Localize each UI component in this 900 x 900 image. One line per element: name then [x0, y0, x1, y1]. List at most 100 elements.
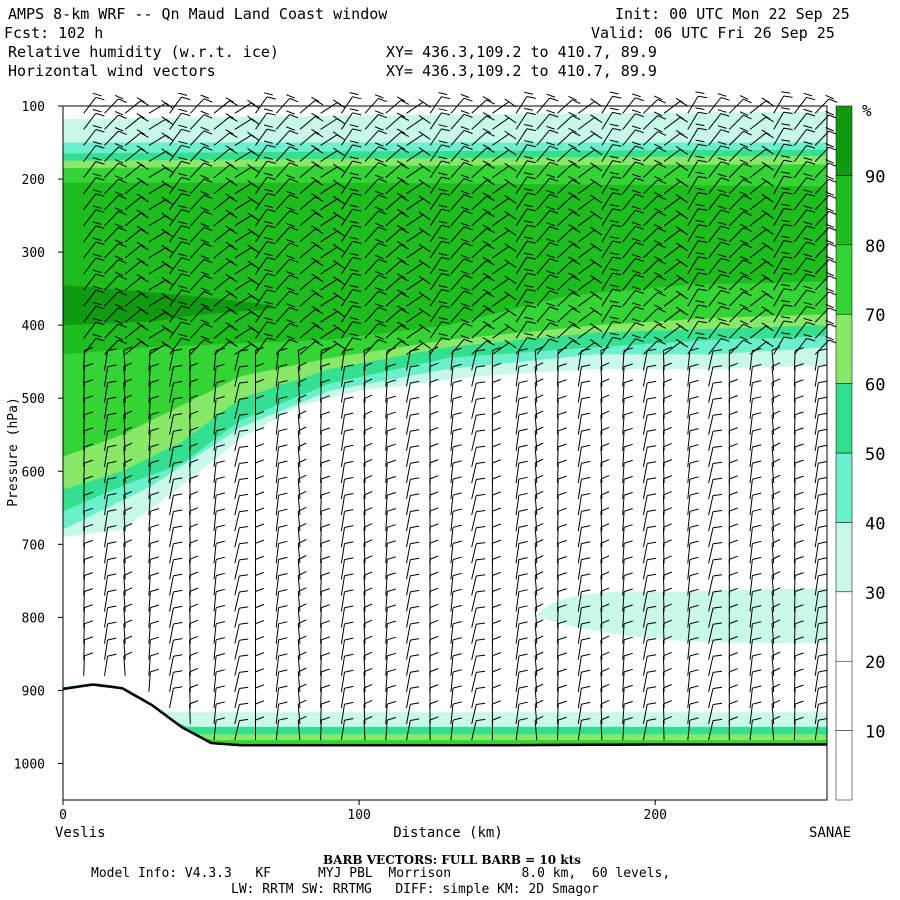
- wind-barb: [364, 158, 387, 178]
- wind-barb: [406, 179, 431, 195]
- wind-barb: [708, 461, 723, 484]
- wind-barb: [557, 127, 581, 146]
- wind-barb: [363, 635, 373, 660]
- wind-barb: [687, 171, 708, 194]
- wind-barb: [793, 379, 804, 403]
- wind-barb: [124, 209, 149, 227]
- wind-barb: [213, 412, 225, 435]
- wind-barb: [577, 348, 591, 371]
- wind-barb: [189, 667, 199, 692]
- wind-barb: [601, 188, 622, 210]
- wind-barb: [320, 443, 330, 467]
- wind-barb: [793, 459, 804, 484]
- wind-barb: [213, 540, 225, 564]
- wind-barb: [622, 588, 633, 612]
- wind-barb: [557, 320, 581, 339]
- colorbar-tick-label: 40: [865, 514, 885, 534]
- wind-barb: [450, 238, 473, 259]
- wind-barb: [771, 522, 781, 548]
- wind-barb: [771, 426, 781, 451]
- wind-barb: [297, 490, 307, 516]
- wind-barb: [557, 411, 567, 435]
- wind-barb: [406, 525, 420, 548]
- wind-barb: [406, 557, 420, 580]
- wind-barb: [104, 175, 127, 195]
- wind-barb: [814, 412, 828, 435]
- wind-barb: [491, 603, 501, 628]
- wind-barb: [643, 240, 667, 259]
- wind-barb: [255, 475, 265, 499]
- wind-barb: [234, 196, 260, 211]
- wind-barb: [104, 396, 117, 419]
- wind-barb: [363, 442, 373, 467]
- wind-barb: [534, 619, 544, 644]
- wind-barb: [708, 510, 723, 532]
- wind-barb: [687, 379, 699, 403]
- wind-barb: [622, 508, 633, 532]
- wind-barb: [213, 193, 238, 211]
- wind-barb: [534, 651, 544, 676]
- x-tick-label: 100: [347, 808, 370, 823]
- wind-barb: [297, 410, 307, 435]
- wind-barb: [600, 603, 610, 628]
- wind-barb: [148, 228, 174, 243]
- wind-barb: [340, 284, 362, 307]
- wind-barb: [728, 111, 752, 130]
- wind-barb: [429, 459, 439, 484]
- wind-barb: [429, 172, 451, 194]
- wind-barb: [364, 94, 387, 114]
- wind-barb: [213, 113, 238, 130]
- colorbar-tick-label: 50: [865, 445, 885, 465]
- wind-barb: [148, 309, 174, 323]
- wind-barb: [83, 269, 105, 291]
- wind-barb: [708, 638, 723, 660]
- wind-barb: [601, 204, 622, 227]
- wind-barb: [406, 605, 420, 628]
- wind-barb: [450, 142, 473, 162]
- wind-barb: [491, 523, 501, 548]
- wind-barb: [749, 364, 762, 387]
- wind-barb: [662, 459, 672, 484]
- wind-barb: [104, 287, 127, 307]
- wind-barb: [728, 223, 752, 243]
- wind-barb: [450, 701, 462, 725]
- wind-barb: [491, 684, 501, 708]
- wind-barb: [83, 125, 105, 146]
- wind-barb: [578, 274, 603, 291]
- wind-barb: [687, 508, 699, 532]
- wind-barb: [406, 259, 431, 275]
- wind-barb: [577, 669, 591, 692]
- wind-barb: [471, 702, 486, 725]
- wind-barb: [299, 273, 324, 291]
- wind-barb: [794, 333, 816, 355]
- wind-barb: [213, 492, 225, 516]
- wind-barb: [189, 191, 213, 211]
- wind-barb: [491, 652, 501, 676]
- wind-barb: [663, 162, 688, 178]
- wind-barb: [429, 652, 439, 676]
- wind-barb: [255, 587, 265, 612]
- wind-barb: [148, 164, 174, 179]
- wind-barb: [450, 540, 462, 564]
- wind-barb: [687, 701, 699, 725]
- wind-barb: [213, 129, 238, 146]
- wind-barb: [471, 176, 495, 195]
- wind-barb: [169, 140, 191, 162]
- wind-barb: [622, 701, 633, 725]
- wind-barb: [471, 510, 486, 532]
- wind-barb: [406, 323, 431, 339]
- wind-barb: [557, 539, 567, 564]
- wind-barb: [148, 100, 174, 114]
- wind-barb: [429, 284, 451, 307]
- wind-barb: [728, 159, 752, 178]
- wind-barb: [213, 508, 225, 532]
- wind-barb: [275, 190, 299, 211]
- wind-barb: [534, 635, 544, 660]
- wind-barb: [557, 716, 567, 741]
- wind-barb: [169, 124, 191, 146]
- wind-barb: [622, 379, 633, 403]
- wind-barb: [320, 523, 330, 548]
- wind-barb: [299, 241, 324, 259]
- wind-barb: [429, 587, 439, 612]
- wind-barb: [515, 107, 536, 130]
